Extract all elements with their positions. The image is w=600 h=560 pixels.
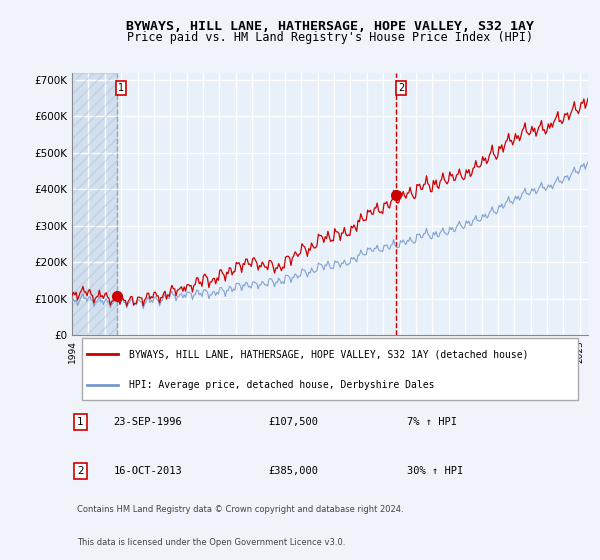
Bar [72, 73, 117, 335]
Text: 1: 1 [77, 417, 84, 427]
Text: This data is licensed under the Open Government Licence v3.0.: This data is licensed under the Open Gov… [77, 538, 346, 547]
FancyBboxPatch shape [82, 338, 578, 400]
Text: £385,000: £385,000 [268, 466, 318, 476]
Text: 1: 1 [118, 83, 124, 94]
Text: BYWAYS, HILL LANE, HATHERSAGE, HOPE VALLEY, S32 1AY: BYWAYS, HILL LANE, HATHERSAGE, HOPE VALL… [126, 20, 534, 32]
Text: 30% ↑ HPI: 30% ↑ HPI [407, 466, 464, 476]
Text: 7% ↑ HPI: 7% ↑ HPI [407, 417, 457, 427]
Text: BYWAYS, HILL LANE, HATHERSAGE, HOPE VALLEY, S32 1AY (detached house): BYWAYS, HILL LANE, HATHERSAGE, HOPE VALL… [129, 349, 528, 360]
Text: £107,500: £107,500 [268, 417, 318, 427]
Bar [72, 73, 117, 335]
Text: 2: 2 [398, 83, 404, 94]
Text: 16-OCT-2013: 16-OCT-2013 [113, 466, 182, 476]
Text: 2: 2 [77, 466, 84, 476]
Text: HPI: Average price, detached house, Derbyshire Dales: HPI: Average price, detached house, Derb… [129, 380, 434, 390]
Text: Price paid vs. HM Land Registry's House Price Index (HPI): Price paid vs. HM Land Registry's House … [127, 31, 533, 44]
Text: 23-SEP-1996: 23-SEP-1996 [113, 417, 182, 427]
Text: Contains HM Land Registry data © Crown copyright and database right 2024.: Contains HM Land Registry data © Crown c… [77, 505, 404, 514]
